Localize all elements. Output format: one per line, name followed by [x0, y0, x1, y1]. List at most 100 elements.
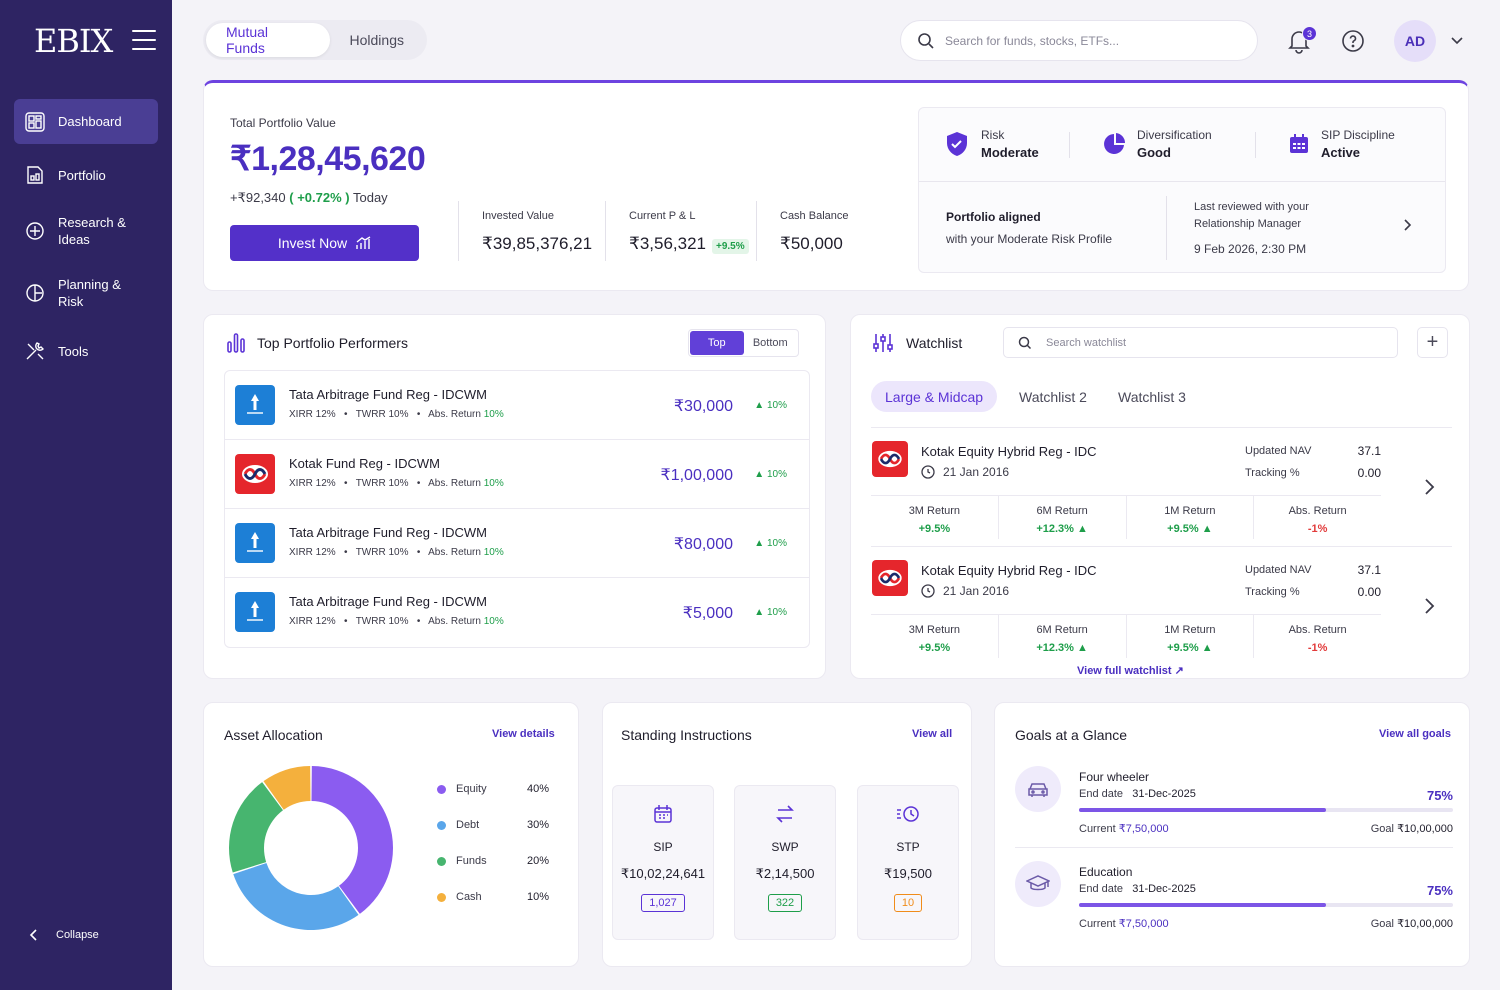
end-date-value: 31-Dec-2025: [1132, 883, 1196, 895]
sidebar-item-dashboard[interactable]: Dashboard: [14, 99, 158, 144]
goal-target: Goal ₹10,00,000: [1371, 917, 1453, 930]
plus-icon: +: [1426, 331, 1439, 353]
sidebar-item-tools[interactable]: Tools: [14, 332, 158, 370]
goal-name: Four wheeler: [1079, 770, 1150, 784]
fund-name: Kotak Fund Reg - IDCWM: [289, 456, 440, 471]
performer-row[interactable]: Tata Arbitrage Fund Reg - IDCWM XIRR 12% …: [225, 371, 809, 440]
review-line-1: Last reviewed with your: [1194, 201, 1309, 213]
performer-row[interactable]: Tata Arbitrage Fund Reg - IDCWM XIRR 12% …: [225, 578, 809, 647]
sidebar-item-portfolio[interactable]: Portfolio: [14, 155, 158, 195]
sip-instruction[interactable]: SIP ₹10,02,24,641 1,027: [612, 785, 714, 940]
ebix-logo[interactable]: EBIX: [34, 22, 113, 60]
returns-row: 3M Return +9.5% 6M Return +12.3% ▲ 1M Return…: [871, 495, 1381, 539]
instruction-name: STP: [896, 840, 920, 854]
tab-holdings[interactable]: Holdings: [349, 32, 404, 48]
invested-value: ₹39,85,376,21: [482, 234, 593, 253]
goal-progress-fill: [1079, 903, 1326, 907]
review-date: 9 Feb 2026, 2:30 PM: [1194, 242, 1307, 256]
chevron-right-icon[interactable]: [1402, 218, 1412, 232]
view-all-goals-link[interactable]: View all goals: [1379, 728, 1451, 740]
return-cell: 6M Return +12.3% ▲: [999, 496, 1127, 539]
triangle-up-icon: ▲: [754, 400, 765, 411]
avatar[interactable]: AD: [1394, 20, 1436, 62]
invest-now-label: Invest Now: [277, 235, 348, 251]
goal-name: Education: [1079, 865, 1133, 879]
view-details-link[interactable]: View details: [492, 728, 555, 740]
nav-label: Updated NAV: [1245, 564, 1312, 576]
risk-title: Risk: [981, 128, 1005, 142]
goal-item[interactable]: Four wheeler End date 31-Dec-2025 75% Cu…: [1015, 766, 1453, 854]
fund-name: Tata Arbitrage Fund Reg - IDCWM: [289, 594, 487, 609]
menu-toggle-icon[interactable]: [132, 30, 156, 50]
view-full-watchlist-link[interactable]: View full watchlist ↗: [1077, 664, 1184, 677]
goals-title: Goals at a Glance: [1015, 727, 1128, 743]
tracking-value: 0.00: [1357, 466, 1381, 480]
fund-change: ▲ 10%: [754, 469, 787, 480]
tab-watchlist-3[interactable]: Watchlist 3: [1118, 388, 1186, 405]
invest-now-button[interactable]: Invest Now: [230, 225, 419, 261]
add-watchlist-button[interactable]: +: [1417, 327, 1448, 358]
donut-slice-debt: [233, 862, 359, 930]
tab-watchlist-2[interactable]: Watchlist 2: [1019, 388, 1087, 405]
legend-item-cash: Cash 10%: [437, 891, 549, 903]
fund-name: Tata Arbitrage Fund Reg - IDCWM: [289, 525, 487, 540]
return-cell: Abs. Return -1%: [1288, 624, 1347, 654]
asset-allocation-card: Asset Allocation View details Equity 40% D…: [203, 702, 579, 967]
view-all-instructions-link[interactable]: View all: [912, 728, 953, 740]
watchlist-item[interactable]: Kotak Equity Hybrid Reg - IDC 21 Jan 2016…: [871, 427, 1452, 540]
performer-row[interactable]: Kotak Fund Reg - IDCWM XIRR 12% • TWRR 10…: [225, 440, 809, 509]
sidebar-item-label: Portfolio: [58, 167, 106, 183]
chevron-down-icon[interactable]: [1450, 35, 1464, 45]
goal-progress-bar: [1079, 808, 1453, 812]
tracking-label: Tracking %: [1245, 467, 1300, 479]
instruction-count: 322: [767, 894, 803, 912]
fund-change: ▲ 10%: [754, 400, 787, 411]
nav-label: Updated NAV: [1245, 445, 1312, 457]
donut-slice-equity: [311, 766, 393, 914]
clock-icon: [921, 584, 935, 598]
fund-amount: ₹80,000: [673, 536, 733, 553]
return-cell: 3M Return +9.5%: [871, 615, 999, 658]
total-value: ₹1,28,45,620: [230, 140, 426, 178]
tools-icon: [26, 342, 44, 360]
swp-instruction[interactable]: SWP ₹2,14,500 322: [734, 785, 836, 940]
instruction-amount: ₹10,02,24,641: [620, 866, 706, 881]
triangle-up-icon: ▲: [754, 607, 765, 618]
review-line-2: Relationship Manager: [1194, 218, 1302, 230]
sliders-icon: [873, 334, 893, 352]
clock-icon: [921, 465, 935, 479]
return-cell: Abs. Return -1%: [1288, 505, 1347, 535]
watchlist-search-input[interactable]: [1046, 336, 1366, 349]
fund-metrics: XIRR 12% • TWRR 10% • Abs. Return 10%: [289, 547, 504, 558]
research-icon: [26, 222, 44, 240]
pl-badge: +9.5%: [712, 239, 749, 254]
goal-percent: 75%: [1426, 788, 1453, 803]
end-date-label: End date: [1079, 788, 1124, 800]
returns-row: 3M Return +9.5% 6M Return +12.3% ▲ 1M Return…: [871, 614, 1381, 658]
toggle-bottom[interactable]: Bottom: [752, 337, 788, 349]
current-pl-value: ₹3,56,321: [629, 234, 706, 253]
goal-percent: 75%: [1426, 883, 1453, 898]
chevron-right-icon[interactable]: [1423, 478, 1435, 496]
notification-badge: 3: [1302, 26, 1317, 41]
fund-amount: ₹5,000: [682, 605, 733, 622]
tab-large-midcap[interactable]: Large & Midcap: [871, 381, 998, 412]
cash-balance-label: Cash Balance: [780, 210, 849, 222]
watchlist-item[interactable]: Kotak Equity Hybrid Reg - IDC 21 Jan 2016…: [871, 546, 1452, 659]
performer-row[interactable]: Tata Arbitrage Fund Reg - IDCWM XIRR 12% …: [225, 509, 809, 578]
sidebar-item-research[interactable]: Research & Ideas: [14, 210, 158, 252]
goal-target: Goal ₹10,00,000: [1371, 822, 1453, 835]
collapse-button[interactable]: Collapse: [28, 928, 99, 942]
sidebar-item-planning[interactable]: Planning & Risk: [14, 272, 158, 314]
search-input[interactable]: [945, 33, 1235, 48]
diversification-value: Good: [1137, 145, 1171, 160]
current-label: Current: [1079, 918, 1116, 930]
help-icon[interactable]: [1341, 29, 1365, 53]
stp-instruction[interactable]: STP ₹19,500 10: [857, 785, 959, 940]
goal-item[interactable]: Education End date 31-Dec-2025 75% Curre…: [1015, 861, 1453, 949]
toggle-top[interactable]: Top: [690, 331, 744, 355]
chevron-right-icon[interactable]: [1423, 597, 1435, 615]
tab-mutual-funds[interactable]: Mutual Funds: [206, 23, 330, 57]
goal-end-date: End date 31-Dec-2025: [1079, 883, 1196, 895]
performers-list: Tata Arbitrage Fund Reg - IDCWM XIRR 12% …: [224, 370, 810, 648]
